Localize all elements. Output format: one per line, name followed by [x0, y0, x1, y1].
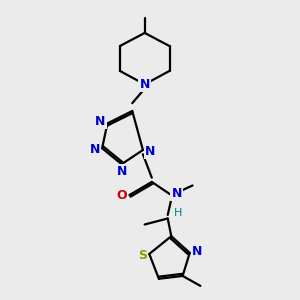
Text: N: N — [90, 143, 100, 157]
Text: N: N — [192, 244, 203, 258]
Text: O: O — [116, 189, 127, 202]
Text: H: H — [173, 208, 182, 218]
Text: S: S — [138, 249, 147, 262]
Text: N: N — [140, 78, 150, 91]
Text: N: N — [171, 187, 182, 200]
Text: N: N — [145, 145, 155, 158]
Text: N: N — [116, 165, 127, 178]
Text: N: N — [95, 115, 106, 128]
